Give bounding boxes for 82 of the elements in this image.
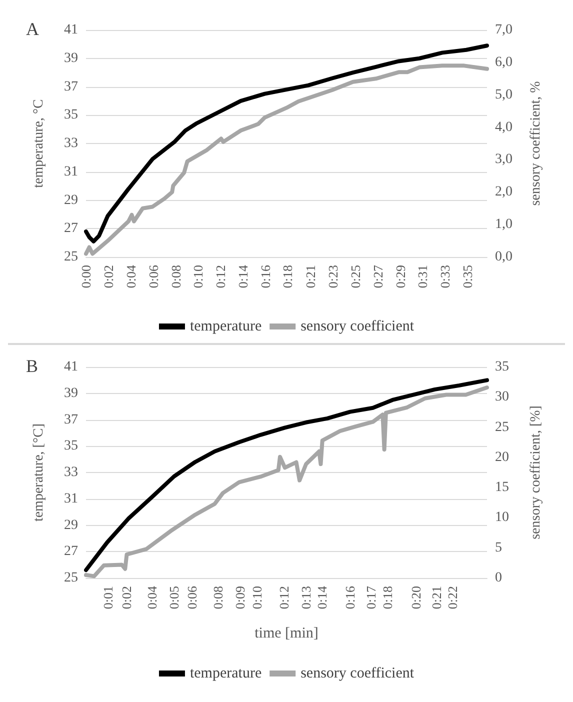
x-tick-label: 0:10 <box>249 586 264 610</box>
y2-tick-label: 35 <box>495 360 509 374</box>
text: B <box>26 356 38 376</box>
x-tick-label: 0:12 <box>213 265 228 288</box>
y-tick-label: 39 <box>64 50 78 66</box>
legend-label: temperature <box>190 318 262 334</box>
legend-label: sensory coefficient <box>300 318 415 334</box>
x-tick-label: 0:06 <box>146 264 161 288</box>
x-tick-label: 0:09 <box>232 586 248 610</box>
y2-tick-label: 5,0 <box>495 87 512 102</box>
y2-tick-label: 25 <box>495 420 509 435</box>
x-tick-label: 0:27 <box>370 264 386 288</box>
y-tick-label: 27 <box>64 544 78 560</box>
x-tick-label: 0:31 <box>415 265 430 288</box>
x-tick-label: 0:04 <box>123 264 138 288</box>
x-axis-title: time [min] <box>254 626 318 642</box>
x-tick-label: 0:08 <box>168 265 184 288</box>
y2-tick-label: 7,0 <box>495 22 512 38</box>
x-tick-label: 0:22 <box>445 586 460 610</box>
y2-axis-title: sensory coefficient, % <box>528 80 544 206</box>
y-tick-label: 29 <box>64 518 78 533</box>
y2-axis-title: sensory coefficient, [%] <box>528 406 544 540</box>
y-tick-label: 35 <box>64 108 78 123</box>
y-axis-title: temperature, °C <box>32 99 46 188</box>
x-tick-label: 0:33 <box>438 265 453 288</box>
x-tick-label: 0:12 <box>276 586 292 610</box>
y2-tick-label: 20 <box>495 450 509 465</box>
x-tick-label: 0:25 <box>348 265 363 288</box>
y2-tick-label: 5 <box>495 540 502 556</box>
x-tick-label: 0:06 <box>184 586 200 610</box>
y2-tick-label: 2,0 <box>495 184 512 200</box>
legend-label: sensory coefficient <box>300 666 415 682</box>
x-tick-label: 0:13 <box>298 586 314 610</box>
x-tick-label: 0:05 <box>166 586 182 610</box>
x-tick-label: 0:17 <box>364 586 379 610</box>
y-tick-label: 25 <box>64 570 78 586</box>
x-tick-label: 0:20 <box>408 586 424 610</box>
x-tick-label: 0:01 <box>100 586 116 610</box>
y2-tick-label: 6,0 <box>495 54 512 70</box>
x-tick-label: 0:04 <box>144 586 160 610</box>
y2-tick-label: 0,0 <box>495 250 512 264</box>
y-tick-label: 31 <box>64 491 78 506</box>
legend-label: temperature <box>190 666 262 682</box>
x-tick-label: 0:14 <box>236 264 251 288</box>
x-tick-label: 0:16 <box>342 586 358 610</box>
y-tick-label: 25 <box>64 250 78 264</box>
x-tick-label: 0:23 <box>325 265 340 288</box>
y-tick-label: 29 <box>64 192 78 208</box>
y-tick-label: 37 <box>64 79 78 94</box>
x-tick-label: 0:35 <box>460 265 476 288</box>
y-tick-label: 27 <box>64 221 78 236</box>
y2-tick-label: 0 <box>495 570 502 586</box>
x-tick-label: 0:29 <box>392 265 408 288</box>
text: A <box>26 19 39 39</box>
y-tick-label: 33 <box>64 136 78 151</box>
x-tick-label: 0:16 <box>258 264 274 288</box>
y-tick-label: 37 <box>64 412 78 428</box>
y2-tick-label: 15 <box>495 480 509 496</box>
line-series <box>84 44 489 244</box>
y2-tick-label: 30 <box>495 390 509 405</box>
y-tick-label: 35 <box>64 438 78 454</box>
y2-tick-label: 1,0 <box>495 217 512 232</box>
x-tick-label: 0:14 <box>314 586 330 610</box>
x-tick-label: 0:00 <box>78 265 94 288</box>
x-tick-label: 0:18 <box>380 586 395 610</box>
x-tick-label: 0:18 <box>280 265 295 288</box>
y-tick-label: 33 <box>64 465 78 480</box>
x-tick-label: 0:21 <box>428 586 444 610</box>
line-series <box>84 64 489 256</box>
x-tick-label: 0:02 <box>100 265 116 288</box>
x-tick-label: 0:21 <box>302 265 318 288</box>
y-tick-label: 31 <box>64 164 78 180</box>
y-axis-title: temperature, [°C] <box>32 423 46 522</box>
y2-tick-label: 3,0 <box>495 152 512 168</box>
y-tick-label: 41 <box>64 22 78 38</box>
x-tick-label: 0:02 <box>119 586 134 610</box>
y2-tick-label: 10 <box>495 510 509 526</box>
y2-tick-label: 4,0 <box>495 120 512 135</box>
x-tick-label: 0:08 <box>210 586 226 610</box>
y-tick-label: 39 <box>64 386 78 401</box>
x-tick-label: 0:10 <box>190 265 206 288</box>
y-tick-label: 41 <box>64 360 78 374</box>
